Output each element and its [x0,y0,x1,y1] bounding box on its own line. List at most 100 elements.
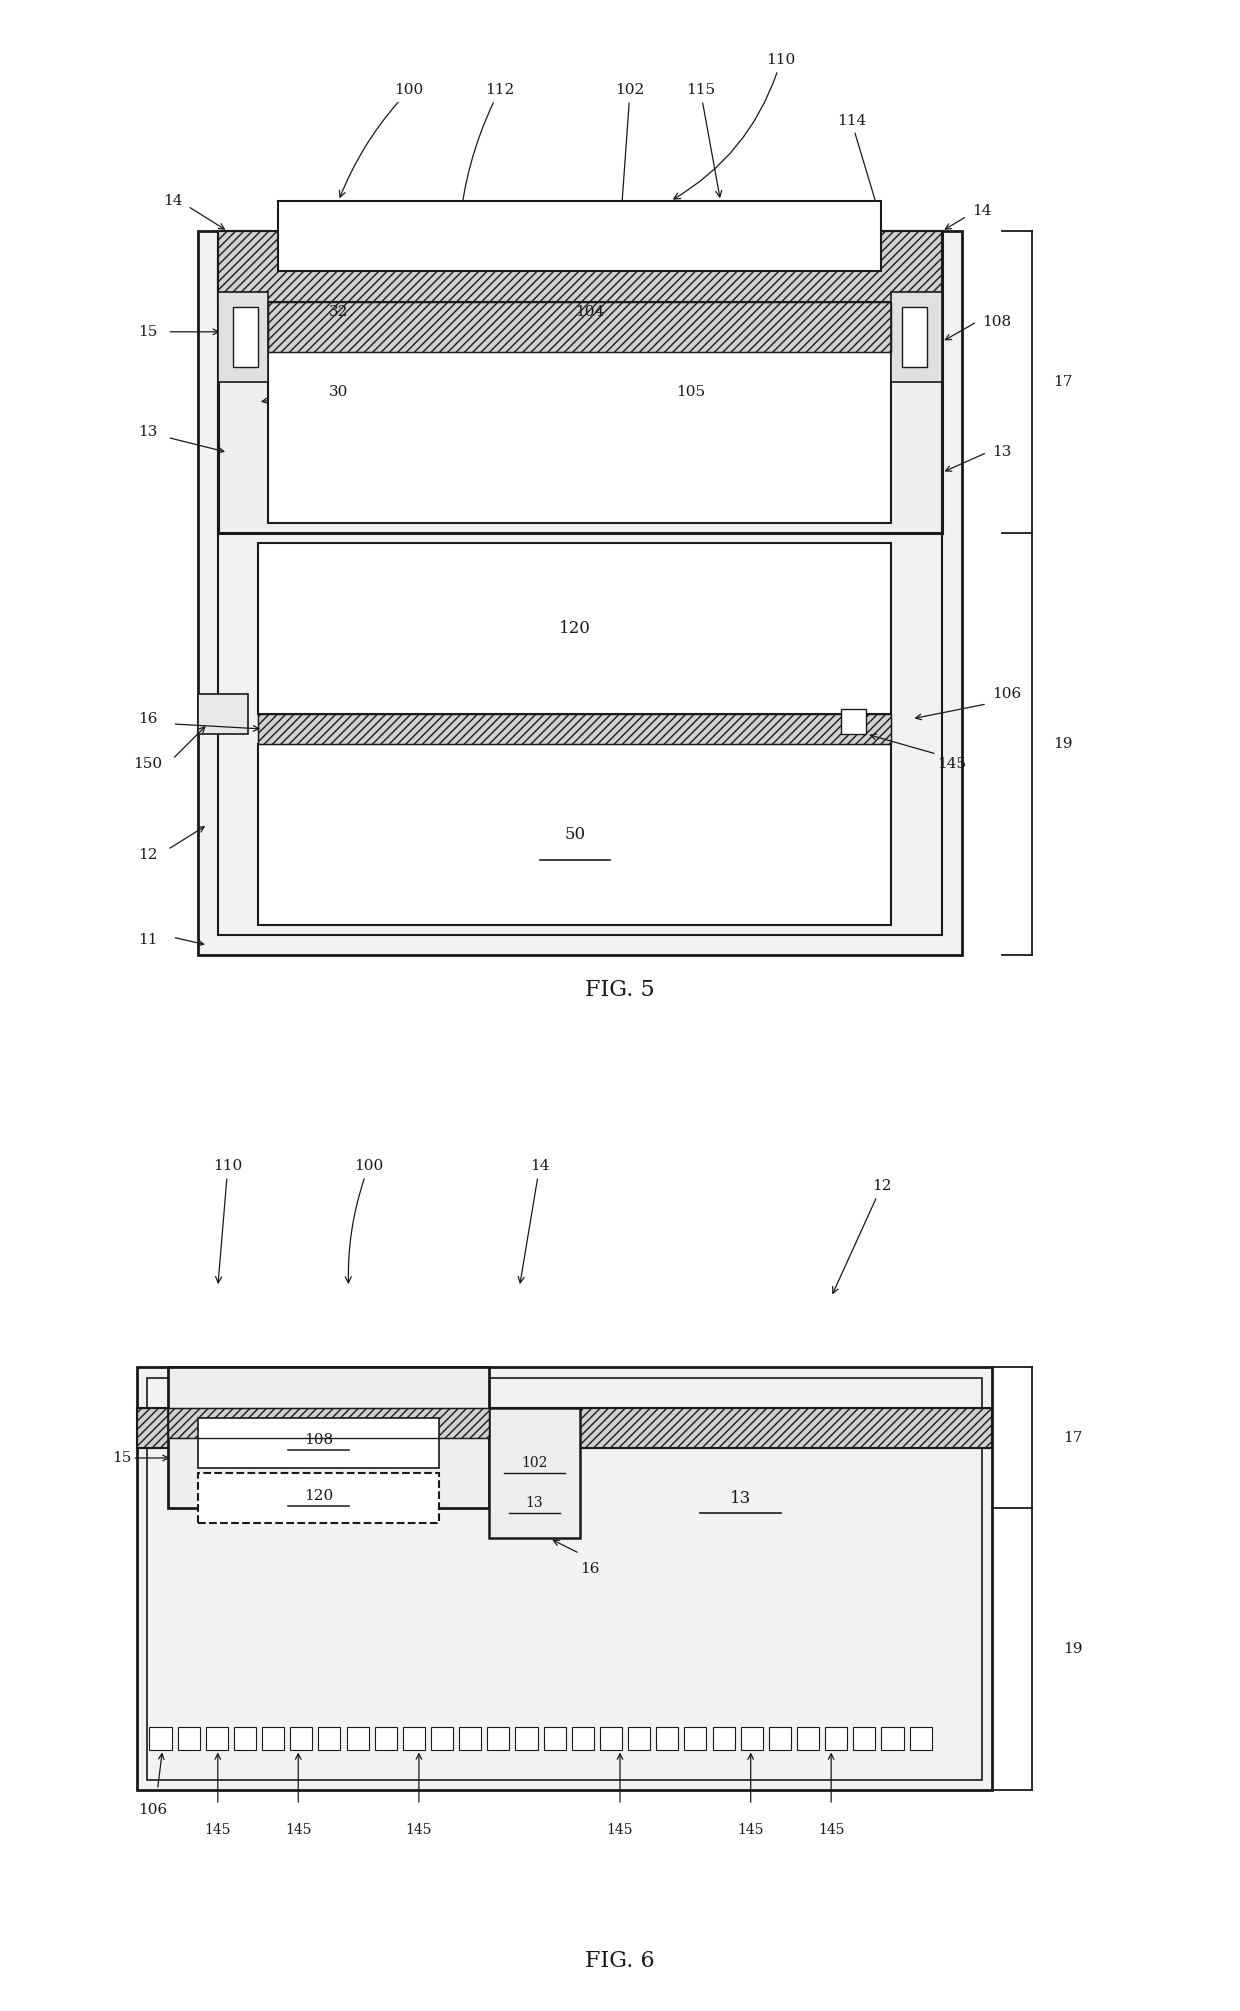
Text: 14: 14 [518,1160,549,1283]
Bar [841,708,867,734]
Text: 30: 30 [329,386,348,398]
Bar [197,1472,439,1524]
Text: 16: 16 [580,1563,600,1575]
Bar [167,1367,490,1508]
Text: 145: 145 [405,1824,433,1836]
Text: 120: 120 [559,619,590,637]
Bar [290,1727,312,1750]
Text: 106: 106 [992,688,1022,700]
Bar [278,201,882,271]
Text: 19: 19 [1053,738,1073,750]
Bar [543,1727,565,1750]
Bar [167,1408,490,1438]
Text: 108: 108 [982,316,1011,328]
Text: 19: 19 [1063,1643,1083,1655]
Text: 145: 145 [285,1824,311,1836]
Bar [218,292,268,382]
Text: 112: 112 [458,84,513,227]
Bar [258,714,892,744]
Bar [218,231,941,302]
Bar [218,231,941,533]
Bar [148,1378,982,1780]
Bar [656,1727,678,1750]
Text: 145: 145 [606,1824,634,1836]
Bar [268,312,892,523]
Bar [197,231,962,955]
Text: 12: 12 [138,849,157,861]
Bar [600,1727,622,1750]
Bar [882,1727,904,1750]
Bar [374,1727,397,1750]
Bar [138,1408,992,1448]
Bar [432,1727,453,1750]
Bar [825,1727,847,1750]
Bar [901,308,926,368]
Text: 50: 50 [564,827,585,843]
Bar [797,1727,820,1750]
Text: 15: 15 [138,326,157,338]
Bar [713,1727,734,1750]
Bar [459,1727,481,1750]
Text: 13: 13 [730,1490,751,1506]
Bar [150,1727,171,1750]
Bar [234,1727,255,1750]
Bar [268,302,892,352]
Bar [258,543,892,714]
Bar [740,1727,763,1750]
Bar [206,1727,228,1750]
Bar [258,714,892,744]
Text: 120: 120 [304,1490,334,1502]
Text: 17: 17 [1063,1432,1083,1444]
Text: 100: 100 [340,84,424,197]
Text: 106: 106 [138,1804,167,1816]
Text: 15: 15 [113,1452,131,1464]
Bar [572,1727,594,1750]
Text: 12: 12 [832,1180,892,1293]
Bar [853,1727,875,1750]
Bar [403,1727,425,1750]
Bar [218,251,941,935]
Bar [769,1727,791,1750]
Text: 105: 105 [676,386,706,398]
Bar [197,694,248,734]
Bar [262,1727,284,1750]
Bar [319,1727,341,1750]
Text: FIG. 6: FIG. 6 [585,1951,655,1971]
Bar [218,231,941,302]
Text: 114: 114 [837,115,882,217]
Bar [516,1727,538,1750]
Text: 32: 32 [329,306,348,318]
Bar [167,1408,490,1438]
Text: 14: 14 [972,205,992,217]
Bar [138,1367,992,1790]
Text: 102: 102 [521,1456,548,1470]
Bar [490,1408,580,1538]
Text: 110: 110 [673,54,796,199]
Text: 17: 17 [1053,376,1073,388]
Bar [910,1727,931,1750]
Text: 145: 145 [818,1824,844,1836]
Text: 102: 102 [615,84,645,227]
Text: 145: 145 [205,1824,231,1836]
Text: 145: 145 [937,758,966,770]
Bar [197,1418,439,1468]
Text: 16: 16 [138,712,157,726]
Bar [177,1727,200,1750]
Text: 110: 110 [213,1160,243,1283]
Text: 13: 13 [992,446,1012,459]
Bar [138,1408,992,1448]
Text: 11: 11 [138,933,157,947]
Bar [268,302,892,352]
Text: 108: 108 [304,1434,332,1446]
Bar [258,744,892,925]
Text: 14: 14 [162,195,182,207]
Bar [346,1727,368,1750]
Text: 13: 13 [526,1496,543,1510]
Text: 100: 100 [345,1160,383,1283]
Bar [487,1727,510,1750]
Text: FIG. 5: FIG. 5 [585,979,655,1001]
Text: 104: 104 [575,306,604,318]
Text: 115: 115 [686,84,722,197]
Text: 150: 150 [133,758,162,770]
Bar [233,308,258,368]
